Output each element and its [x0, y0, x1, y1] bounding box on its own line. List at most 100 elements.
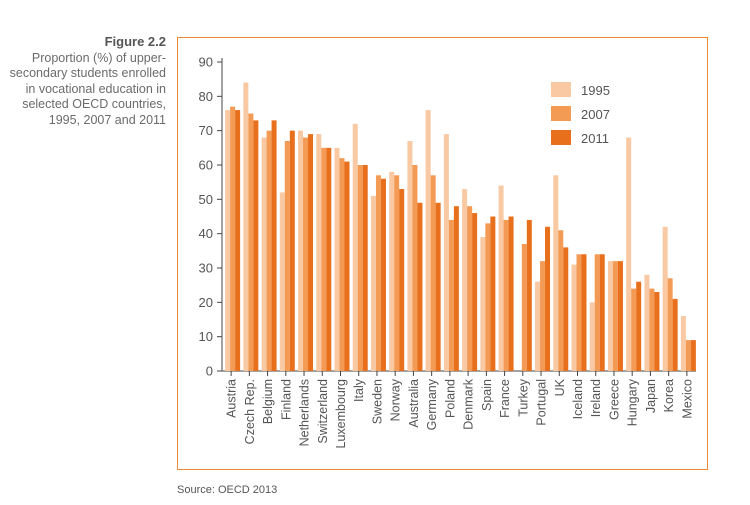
bar-1995-finland	[279, 192, 285, 371]
bar-1995-sweden	[370, 195, 376, 371]
y-tick-label-0: 0	[206, 364, 213, 379]
x-tick-label-uk: UK	[553, 378, 567, 396]
bar-2007-denmark	[467, 206, 473, 371]
x-tick-label-ireland: Ireland	[589, 379, 603, 417]
legend-swatch-2007	[551, 106, 571, 121]
x-tick-label-japan: Japan	[644, 379, 658, 413]
x-tick-label-spain: Spain	[480, 379, 494, 411]
bar-1995-norway	[389, 171, 395, 371]
bar-2007-finland	[284, 140, 290, 371]
bar-2007-uk	[558, 230, 564, 371]
figure-caption: Figure 2.2 Proportion (%) of upper-secon…	[0, 34, 166, 129]
bar-1995-italy	[352, 123, 358, 371]
bar-2011-finland	[289, 130, 295, 371]
bar-2007-italy	[357, 165, 363, 371]
bar-2007-greece	[612, 261, 618, 371]
bar-2007-sweden	[375, 175, 381, 371]
x-tick-label-mexico: Mexico	[680, 379, 694, 419]
bar-1995-hungary	[626, 137, 632, 371]
bar-2007-portugal	[540, 261, 546, 371]
bar-2011-portugal	[545, 226, 551, 371]
y-tick-label-20: 20	[199, 295, 213, 310]
bar-2011-germany	[435, 202, 441, 371]
bar-1995-korea	[662, 226, 668, 371]
bar-2011-belgium	[271, 120, 277, 372]
legend-label-1995: 1995	[581, 83, 610, 98]
x-tick-label-switzerland: Switzerland	[316, 379, 330, 444]
bar-2011-netherlands	[308, 134, 314, 371]
x-tick-label-belgium: Belgium	[261, 379, 275, 424]
x-tick-label-portugal: Portugal	[535, 379, 549, 426]
bar-2011-korea	[672, 298, 678, 371]
bar-2011-luxembourg	[344, 161, 350, 371]
bar-2011-turkey	[526, 219, 532, 371]
bar-1995-spain	[480, 237, 486, 371]
bar-2011-italy	[362, 165, 368, 371]
bar-2011-hungary	[636, 281, 642, 371]
bar-2007-iceland	[576, 254, 582, 371]
x-tick-label-greece: Greece	[607, 379, 621, 420]
bar-2011-czech-rep-	[253, 120, 259, 372]
bar-2011-france	[508, 216, 514, 371]
bar-2011-iceland	[581, 254, 587, 371]
bar-2011-ireland	[599, 254, 605, 371]
x-tick-label-finland: Finland	[279, 379, 293, 420]
x-tick-label-luxembourg: Luxembourg	[334, 379, 348, 449]
bar-1995-poland	[443, 134, 449, 371]
x-tick-label-germany: Germany	[425, 378, 439, 430]
bar-2007-luxembourg	[339, 158, 345, 371]
x-tick-label-czech-rep-: Czech Rep.	[243, 379, 257, 444]
bar-1995-czech-rep-	[243, 82, 249, 371]
x-tick-label-netherlands: Netherlands	[298, 379, 312, 446]
bar-2011-sweden	[380, 178, 386, 371]
bar-2007-turkey	[521, 243, 527, 371]
x-tick-label-norway: Norway	[389, 378, 403, 421]
x-tick-label-iceland: Iceland	[571, 379, 585, 419]
bar-1995-australia	[407, 140, 413, 371]
bar-1995-france	[498, 185, 504, 371]
bar-2007-czech-rep-	[248, 113, 254, 371]
bar-1995-mexico	[680, 316, 686, 371]
bar-2007-ireland	[594, 254, 600, 371]
bar-1995-denmark	[462, 189, 468, 371]
bar-2007-belgium	[266, 130, 272, 371]
bar-2011-japan	[654, 292, 660, 371]
bar-2011-spain	[490, 216, 496, 371]
bar-2007-spain	[485, 223, 491, 371]
y-tick-label-30: 30	[199, 261, 213, 276]
bar-2011-austria	[235, 110, 241, 371]
y-tick-label-50: 50	[199, 192, 213, 207]
x-tick-label-italy: Italy	[352, 378, 366, 402]
y-tick-label-90: 90	[199, 55, 213, 70]
bar-1995-uk	[553, 175, 559, 371]
bar-2007-korea	[667, 278, 673, 371]
bar-1995-switzerland	[316, 134, 322, 371]
legend-label-2011: 2011	[581, 131, 609, 146]
bar-1995-belgium	[261, 137, 267, 371]
x-tick-label-france: France	[498, 379, 512, 418]
legend-label-2007: 2007	[581, 107, 610, 122]
source-note: Source: OECD 2013	[177, 484, 278, 496]
bar-2007-hungary	[631, 288, 637, 371]
bar-1995-netherlands	[298, 130, 304, 371]
bar-2011-mexico	[690, 340, 696, 371]
y-tick-label-70: 70	[199, 123, 213, 138]
x-tick-label-denmark: Denmark	[462, 378, 476, 429]
x-tick-label-poland: Poland	[443, 379, 457, 418]
bar-2007-germany	[430, 175, 436, 371]
bar-1995-ireland	[589, 302, 595, 371]
figure-description: Proportion (%) of upper-secondary studen…	[9, 50, 166, 127]
x-tick-label-korea: Korea	[662, 379, 676, 412]
bar-2007-switzerland	[321, 147, 327, 371]
bar-1995-japan	[644, 274, 650, 371]
bar-chart: 0 10 20 30 40 50 60 70 80 90 Austria Czech Rep. Belg…	[199, 55, 696, 449]
bar-2011-uk	[563, 247, 569, 371]
bar-1995-luxembourg	[334, 147, 340, 371]
bar-1995-austria	[225, 110, 231, 371]
bar-2007-austria	[230, 106, 236, 371]
bar-1995-greece	[607, 261, 613, 371]
y-tick-label-80: 80	[199, 89, 213, 104]
bar-1995-germany	[425, 110, 431, 371]
bar-1995-portugal	[535, 281, 541, 371]
bar-2011-australia	[417, 202, 423, 371]
